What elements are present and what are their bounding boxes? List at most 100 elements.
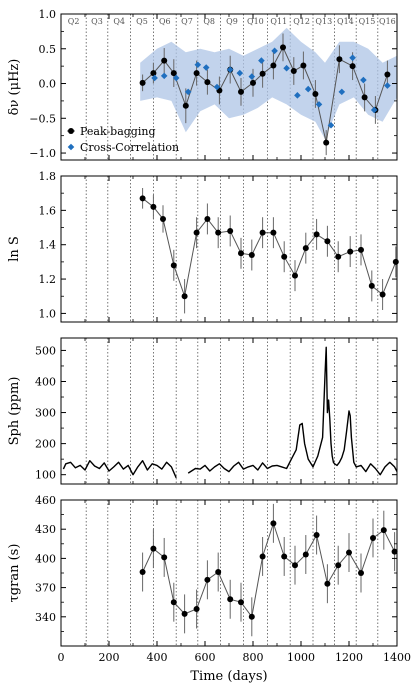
data-point <box>250 79 256 86</box>
quarter-label: Q13 <box>315 17 332 26</box>
data-point <box>139 79 146 86</box>
data-point <box>238 599 244 606</box>
y-tick-label: 0.5 <box>39 43 57 56</box>
x-tick-label: 400 <box>147 651 168 664</box>
series-line <box>62 346 398 479</box>
y-tick-label: 100 <box>35 469 56 482</box>
data-point <box>292 562 298 569</box>
data-point <box>346 549 352 556</box>
data-point <box>161 57 168 64</box>
connecting-line <box>142 197 397 299</box>
data-point <box>193 70 200 77</box>
legend-label: Peak-bagging <box>80 125 156 138</box>
data-point <box>215 569 222 576</box>
data-point <box>181 293 188 300</box>
y-tick-label: 200 <box>35 438 56 451</box>
x-tick-label: 1000 <box>287 651 315 664</box>
data-point <box>324 238 331 245</box>
y-axis-label: τgran (s) <box>7 544 22 603</box>
data-point <box>336 56 343 63</box>
data-point-diamond <box>384 82 391 89</box>
data-point <box>259 229 266 236</box>
data-point <box>323 139 330 146</box>
quarter-label: Q12 <box>293 17 310 26</box>
data-point-diamond <box>271 47 278 55</box>
quarter-label: Q11 <box>270 17 287 26</box>
data-point <box>150 545 157 552</box>
data-point <box>170 70 177 77</box>
data-point <box>281 253 288 260</box>
data-point <box>182 102 189 109</box>
data-point <box>170 599 177 606</box>
data-point <box>335 562 342 569</box>
x-tick-label: 0 <box>58 651 65 664</box>
x-tick-label: 800 <box>243 651 264 664</box>
y-tick-label: −0.5 <box>29 112 56 125</box>
data-point <box>193 229 200 236</box>
data-point <box>160 215 166 222</box>
panel-granulation-timescale: 340 370 400 430 460 τgran (s) 0 200 400 600 800 100… <box>7 494 411 684</box>
quarter-label: Q14 <box>337 17 354 26</box>
x-axis-label: Time (days) <box>190 669 267 684</box>
quarter-label: Q4 <box>113 17 125 26</box>
panel-frequency-shift: −1.0 −0.5 0.0 0.5 1.0 δν (μHz) Q2 Q3 Q4 Q5 Q6 Q7 Q8 Q… <box>7 8 398 161</box>
data-point <box>139 195 146 202</box>
data-point <box>358 246 364 253</box>
panel-ln-s: 1.0 1.2 1.4 1.6 1.8 ln S <box>7 170 399 323</box>
plot-frame <box>60 499 398 647</box>
data-point-diamond <box>338 88 346 96</box>
x-tick-label: 600 <box>195 651 216 664</box>
data-point-diamond <box>226 66 234 73</box>
data-point <box>347 248 354 255</box>
y-tick-label: 400 <box>35 375 56 388</box>
data-point <box>335 253 342 260</box>
y-tick-label: 1.0 <box>39 307 57 320</box>
connecting-line <box>142 521 396 619</box>
data-point <box>150 203 157 210</box>
data-point <box>358 570 364 576</box>
data-point <box>238 88 244 95</box>
uncertainty-band <box>140 27 397 140</box>
data-point-diamond <box>349 54 356 62</box>
x-tick-label: 1400 <box>383 651 411 664</box>
y-axis-label: Sph (ppm) <box>7 377 22 446</box>
data-point <box>349 63 356 70</box>
data-point <box>280 44 286 51</box>
data-point <box>379 291 386 298</box>
plot-frame <box>60 175 398 323</box>
quarter-label: Q2 <box>68 17 80 26</box>
data-point <box>248 613 255 620</box>
data-point-diamond <box>160 72 168 80</box>
data-point-diamond <box>151 74 158 82</box>
data-point <box>248 252 255 259</box>
data-point <box>150 70 157 77</box>
data-point <box>259 553 266 560</box>
data-point <box>313 532 320 539</box>
y-tick-label: 0.0 <box>39 78 57 91</box>
data-point-diamond <box>172 74 180 82</box>
data-point <box>270 229 277 236</box>
quarter-label: Q10 <box>247 17 264 26</box>
y-tick-label: 400 <box>35 552 56 565</box>
data-point-diamond <box>248 73 256 80</box>
quarter-label: Q6 <box>159 17 171 26</box>
data-point-diamond <box>283 64 290 72</box>
y-tick-label: 500 <box>35 344 56 357</box>
data-point-diamond <box>184 88 192 96</box>
data-point <box>227 227 234 234</box>
quarter-label: Q7 <box>181 17 193 26</box>
data-point-diamond <box>360 76 367 84</box>
data-point-diamond <box>202 64 210 71</box>
data-point <box>204 79 211 86</box>
data-point-diamond <box>304 85 312 93</box>
data-point-diamond <box>315 101 323 108</box>
data-point <box>302 551 309 558</box>
y-tick-label: 1.8 <box>39 170 57 183</box>
legend-marker-diamond <box>67 143 75 151</box>
y-tick-label: 460 <box>35 494 56 507</box>
quarter-label: Q8 <box>203 17 215 26</box>
data-point <box>384 71 391 78</box>
y-tick-label: 1.6 <box>39 204 57 217</box>
quarter-label: Q15 <box>359 17 376 26</box>
